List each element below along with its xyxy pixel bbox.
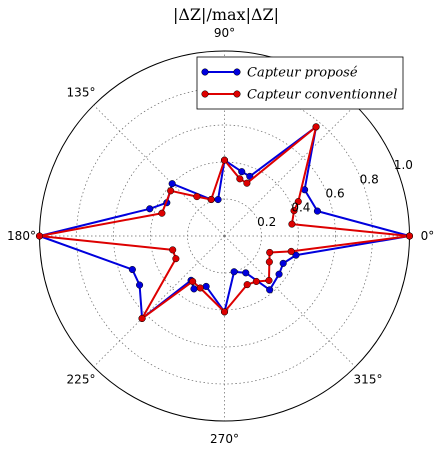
angle-tick-label-315: 315°	[354, 373, 383, 387]
angle-tick-label-270: 270°	[210, 432, 239, 446]
series-1-point-25	[405, 232, 414, 240]
series-0-point-13	[128, 265, 136, 274]
series-0-point-18	[202, 282, 210, 290]
series-1-point-24	[287, 247, 295, 255]
series-0-point-1	[313, 207, 321, 215]
radial-tick-label-0.8: 0.8	[360, 172, 379, 186]
series-1-point-10	[167, 187, 175, 195]
series-1-point-23	[266, 248, 274, 257]
series-1-point-17	[196, 284, 204, 292]
series-1-point-6	[236, 175, 244, 183]
series-1-point-20	[252, 277, 260, 286]
chart-title: |ΔZ|/max|ΔZ|	[173, 5, 279, 24]
series-1-point-16	[189, 277, 197, 286]
series-0-point-11	[146, 205, 154, 213]
series-0-point-22	[266, 286, 274, 294]
series-1	[35, 123, 414, 322]
legend-swatch-marker-0-1	[233, 68, 241, 76]
legend-box	[196, 56, 404, 110]
legend-label-0: Capteur proposé	[247, 66, 358, 81]
radial-tick-label-0.4: 0.4	[291, 201, 310, 215]
series-0-point-25	[292, 251, 300, 259]
series-0-point-23	[275, 270, 283, 278]
angular-gridline-315	[224, 235, 356, 368]
series-0-point-9	[168, 180, 176, 188]
angle-tick-label-90: 90°	[214, 26, 235, 40]
series-layer	[35, 123, 414, 322]
series-1-point-2	[290, 207, 298, 215]
series-1-point-1	[288, 220, 296, 228]
radial-tick-label-1: 1.0	[394, 158, 413, 172]
series-0-point-14	[136, 281, 144, 289]
series-1-point-19	[243, 281, 251, 289]
series-0-point-20	[230, 268, 238, 276]
series-0-point-24	[279, 259, 287, 267]
series-1-point-22	[265, 258, 273, 266]
radial-gridline-2	[113, 124, 336, 348]
series-1-point-21	[265, 276, 273, 285]
legend-swatch-marker-1-1	[233, 90, 241, 98]
series-1-point-7	[220, 156, 229, 164]
series-1-point-4	[312, 123, 320, 131]
legend-entry-0: Capteur proposé	[201, 66, 358, 81]
series-0-point-5	[238, 168, 246, 176]
series-1-point-11	[158, 209, 166, 217]
tick-labels: 0° 90° 135° 180° 225° 270° 315° 0.2 0.4 0.6 0.8 1.0	[7, 26, 434, 446]
angular-gridline-225	[93, 235, 225, 368]
angle-tick-label-135: 135°	[67, 86, 96, 100]
series-0-point-17	[190, 285, 198, 293]
series-1-point-18	[220, 308, 229, 316]
legend-entry-1: Capteur conventionnel	[201, 88, 397, 103]
series-0	[35, 123, 414, 322]
radial-tick-label-0.2: 0.2	[257, 215, 276, 229]
angle-tick-label-0: 0°	[421, 229, 435, 243]
angle-tick-label-180: 180°	[7, 229, 36, 243]
legend-swatch-marker-1-0	[201, 90, 209, 98]
series-1-point-14	[172, 255, 180, 263]
angular-gridline-45	[224, 104, 356, 237]
series-1-point-8	[207, 195, 215, 204]
series-1-point-13	[169, 246, 177, 254]
series-1-point-3	[294, 198, 302, 206]
series-1-point-5	[243, 179, 251, 187]
series-1-point-15	[138, 314, 146, 322]
legend-swatch-marker-0-0	[201, 68, 209, 76]
legend: Capteur proposé Capteur conventionnel	[196, 56, 404, 110]
series-1-point-9	[193, 193, 201, 201]
series-1-point-12	[35, 232, 44, 240]
series-0-point-7	[214, 196, 222, 204]
series-0-point-21	[242, 269, 250, 277]
angular-gridline-135	[93, 104, 225, 237]
angle-tick-label-225: 225°	[67, 373, 96, 387]
radial-tick-label-0.6: 0.6	[326, 187, 345, 201]
legend-label-1: Capteur conventionnel	[247, 88, 397, 103]
